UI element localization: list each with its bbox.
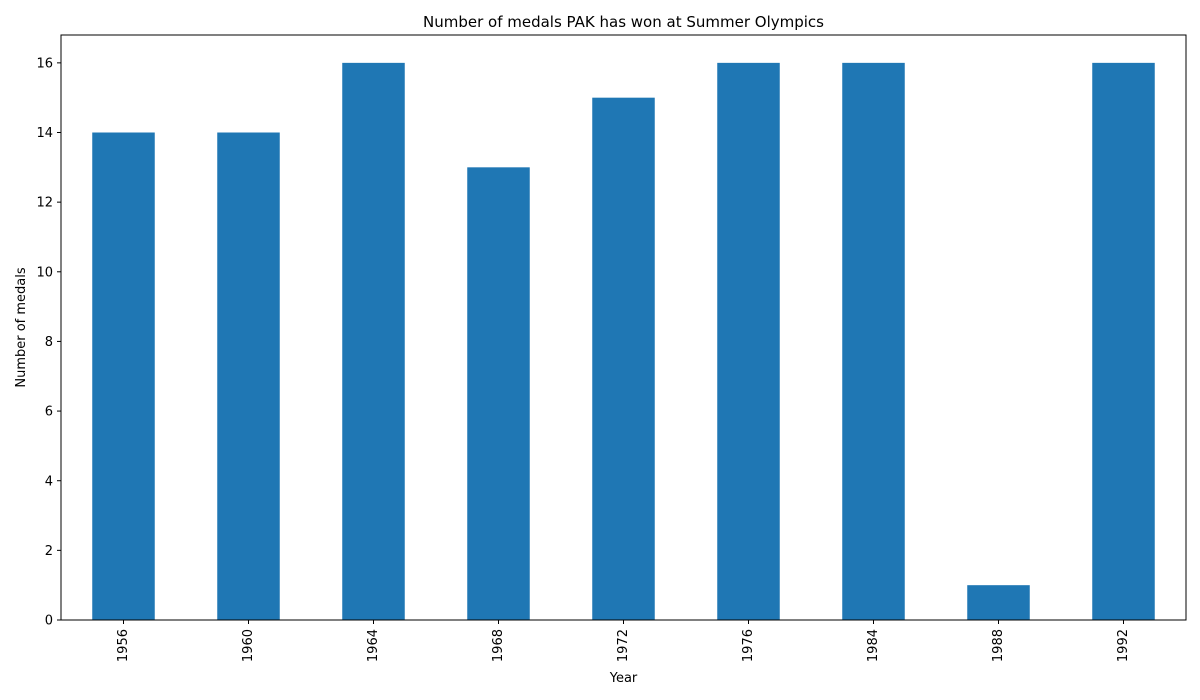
- x-tick-label: 1964: [366, 629, 381, 662]
- bar-1988: [967, 585, 1030, 620]
- y-tick-label: 8: [45, 335, 53, 350]
- chart-title: Number of medals PAK has won at Summer O…: [423, 13, 824, 31]
- y-tick-label: 14: [36, 126, 53, 141]
- bar-1956: [92, 132, 155, 620]
- y-axis-label: Number of medals: [14, 267, 29, 388]
- y-tick-label: 0: [45, 614, 53, 629]
- y-axis-ticks: 0 2 4 6 8 10 12 14 16: [36, 56, 61, 629]
- y-tick-label: 6: [45, 405, 53, 420]
- x-tick-label: 1984: [866, 629, 881, 662]
- x-tick-label: 1972: [616, 629, 631, 662]
- bar-1972: [592, 97, 655, 620]
- bar-1968: [467, 167, 530, 621]
- plot-frame: [60, 34, 1187, 621]
- y-tick-label: 16: [36, 56, 53, 71]
- x-tick-label: 1992: [1116, 629, 1131, 662]
- y-tick-label: 10: [36, 265, 53, 280]
- x-tick-label: 1960: [241, 629, 256, 662]
- x-axis-label: Year: [609, 671, 638, 686]
- x-tick-label: 1956: [116, 629, 131, 662]
- bar-1964: [342, 62, 405, 621]
- y-tick-label: 2: [45, 544, 53, 559]
- bar-1992: [1092, 62, 1155, 621]
- y-tick-label: 12: [36, 196, 53, 211]
- y-tick-label: 4: [45, 474, 53, 489]
- bars-group: [92, 62, 1155, 621]
- x-axis-ticks: 1956 1960 1964 1968 1972 1976 1984 1988 1992: [116, 620, 1131, 662]
- x-tick-label: 1976: [741, 629, 756, 662]
- x-tick-label: 1988: [991, 629, 1006, 662]
- bar-1960: [217, 132, 280, 620]
- bar-1976: [717, 62, 780, 621]
- bar-1984: [842, 62, 905, 621]
- x-tick-label: 1968: [491, 629, 506, 662]
